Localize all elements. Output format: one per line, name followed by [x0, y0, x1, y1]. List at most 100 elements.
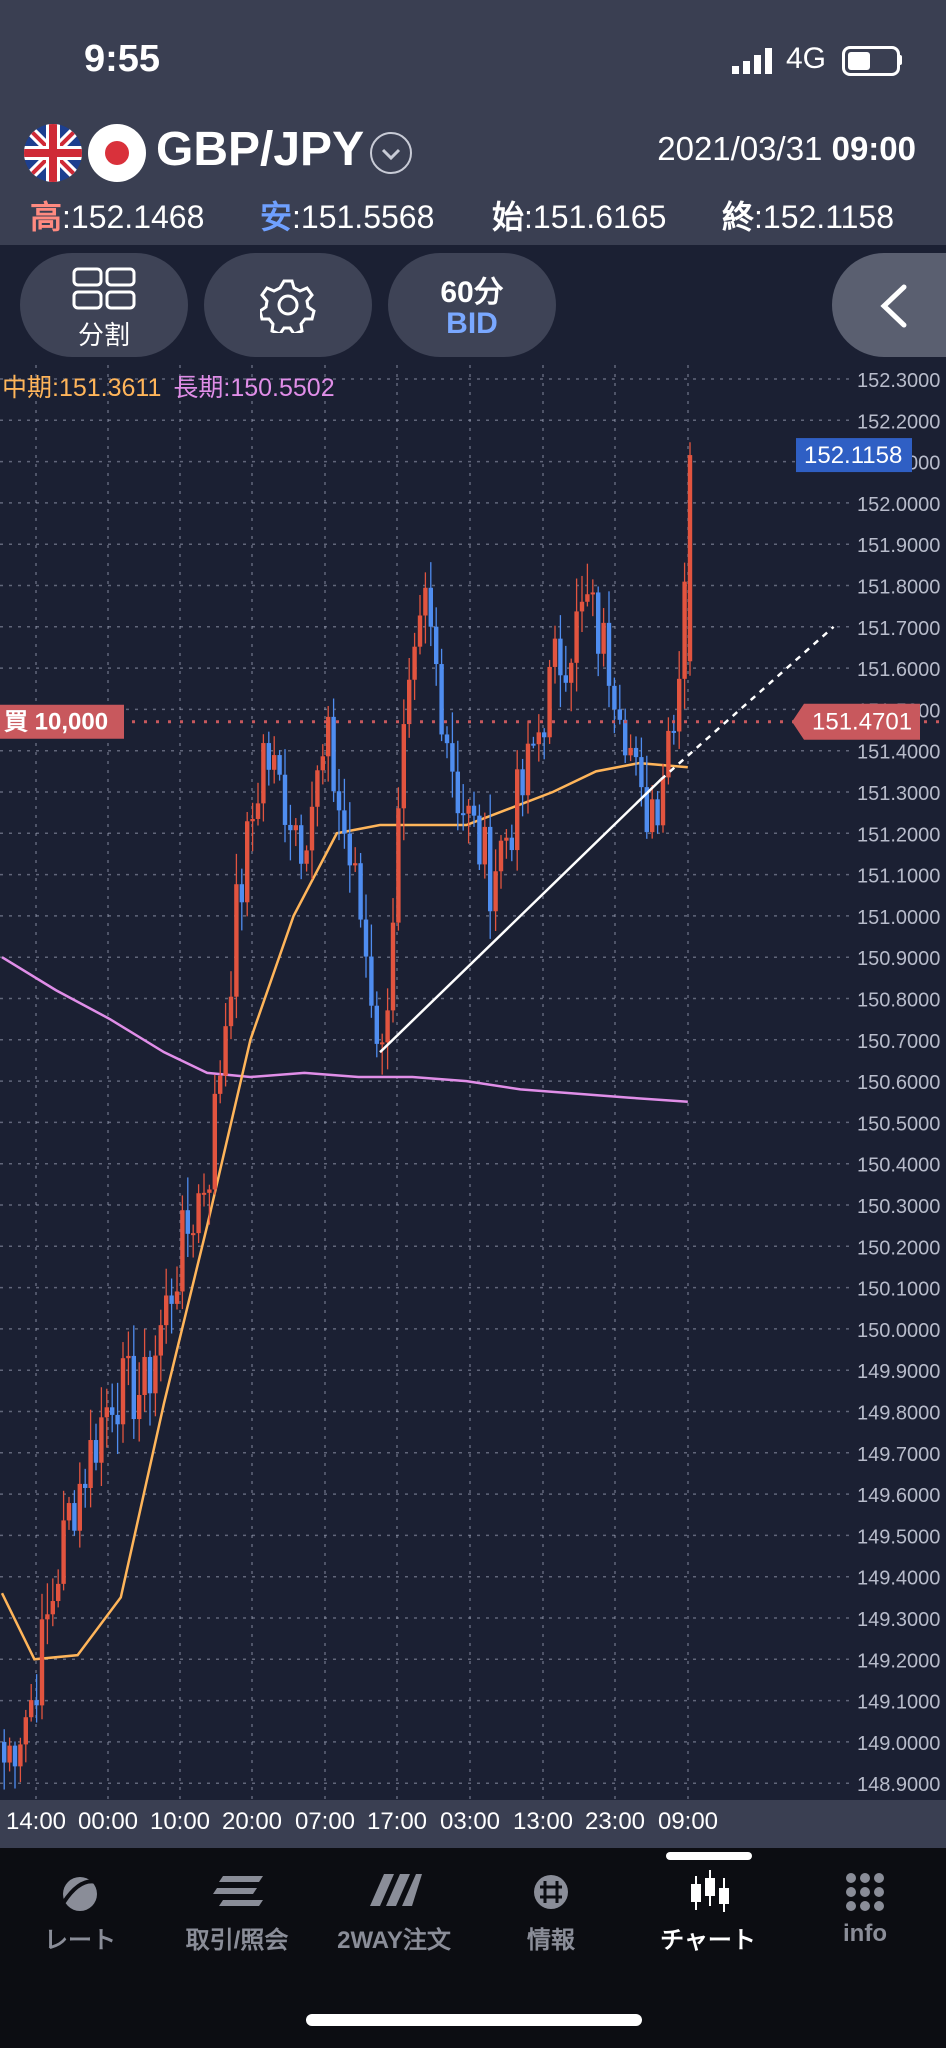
candle-body	[650, 799, 655, 833]
candle-body	[444, 734, 450, 744]
split-view-button[interactable]: 分割	[20, 253, 188, 357]
candle-body	[477, 815, 482, 865]
candle-body	[126, 1355, 131, 1359]
position-price: 151.4701	[812, 709, 912, 736]
candle-body	[115, 1414, 120, 1425]
candle-body	[547, 666, 552, 738]
x-tick-label: 20:00	[221, 1808, 283, 1835]
candle-body	[180, 1210, 185, 1292]
chevron-down-icon[interactable]	[370, 132, 412, 174]
collapse-panel-button[interactable]	[832, 253, 946, 357]
nav-rate-label: レート	[44, 1927, 116, 1954]
japan-flag-icon	[88, 124, 146, 182]
y-tick-label: 148.9000	[857, 1774, 940, 1796]
candle-body	[380, 1042, 385, 1045]
candle-body	[29, 1700, 34, 1718]
candle-body	[250, 818, 255, 822]
rate-icon	[62, 1877, 97, 1911]
y-tick-label: 149.1000	[857, 1692, 940, 1714]
candle-body	[228, 996, 234, 1027]
candle-body	[488, 826, 493, 912]
candle-body	[439, 664, 444, 735]
candle-body	[606, 622, 612, 686]
candle-body	[385, 1010, 390, 1043]
candle-body	[563, 675, 568, 683]
candle-body	[223, 1026, 228, 1076]
x-tick-label: 17:00	[366, 1808, 428, 1835]
candle-body	[93, 1440, 99, 1463]
candle-body	[261, 743, 266, 804]
candle-body	[239, 884, 244, 903]
candle-body	[666, 730, 671, 778]
ohlc-open: 始:151.6165	[492, 199, 667, 235]
candle-body	[234, 884, 239, 997]
candle-body	[428, 587, 433, 627]
y-tick-label: 150.3000	[857, 1196, 940, 1218]
trendline-extension	[659, 625, 835, 781]
candle-body	[18, 1744, 23, 1767]
candle-body	[482, 826, 487, 865]
candle-body	[142, 1356, 147, 1395]
battery-tip	[898, 55, 902, 65]
nav-info-label: 情報	[527, 1927, 575, 1954]
y-tick-label: 149.0000	[857, 1733, 940, 1755]
candle-body	[158, 1325, 163, 1356]
candle-body	[45, 1614, 50, 1620]
candle-body	[574, 611, 579, 663]
candle-body	[61, 1520, 66, 1584]
candle-body	[585, 594, 590, 602]
candle-body	[164, 1295, 169, 1326]
nav-chart-label: チャート	[660, 1927, 756, 1954]
candle-body	[671, 730, 676, 733]
candle-body	[660, 777, 666, 826]
grid-icon	[846, 1873, 884, 1911]
x-tick-label: 23:00	[584, 1808, 646, 1835]
price-chart[interactable]: 152.3000152.2000152.1000152.0000151.9000…	[0, 365, 946, 1800]
interval-label: 60分	[440, 276, 504, 309]
split-grid-icon	[72, 267, 136, 310]
candle-body	[520, 769, 525, 796]
home-indicator	[306, 2014, 642, 2026]
y-tick-label: 151.6000	[857, 659, 940, 681]
candle-body	[169, 1295, 174, 1304]
candle-body	[336, 791, 342, 811]
y-tick-label: 149.4000	[857, 1568, 940, 1590]
settings-button[interactable]	[204, 253, 372, 357]
candle-body	[2, 1741, 7, 1763]
currency-pair[interactable]: GBP/JPY	[156, 123, 365, 176]
candle-body	[342, 810, 347, 834]
candle-body	[531, 743, 536, 746]
candle-body	[687, 455, 693, 662]
candle-body	[471, 805, 477, 816]
candle-body	[601, 622, 606, 654]
y-tick-label: 149.6000	[857, 1485, 940, 1507]
candle-body	[374, 1005, 379, 1044]
chart-icon	[691, 1870, 729, 1912]
y-tick-label: 149.9000	[857, 1361, 940, 1383]
y-tick-label: 151.4000	[857, 742, 940, 764]
candle-body	[677, 678, 682, 732]
trendline[interactable]	[379, 778, 662, 1054]
candle-body	[23, 1717, 28, 1745]
candle-body	[504, 837, 509, 841]
x-tick-label: 03:00	[439, 1808, 501, 1835]
y-tick-label: 150.8000	[857, 990, 940, 1012]
long-ma-line	[1, 956, 688, 1103]
position-tag[interactable]: 買 10,000	[0, 704, 124, 739]
y-tick-label: 152.2000	[857, 411, 940, 433]
candle-body	[77, 1483, 82, 1531]
header	[0, 110, 946, 245]
candle-body	[363, 919, 369, 957]
candle-body	[390, 922, 396, 1011]
y-tick-label: 150.6000	[857, 1072, 940, 1094]
candle-body	[147, 1356, 153, 1394]
x-tick-label: 07:00	[294, 1808, 356, 1835]
x-tick-label: 09:00	[657, 1808, 719, 1835]
candle-body	[331, 716, 336, 792]
y-tick-label: 150.4000	[857, 1155, 940, 1177]
candle-body	[50, 1601, 55, 1615]
interval-button[interactable]: 60分 BID	[388, 253, 556, 357]
candle-body	[56, 1583, 61, 1602]
current-price: 152.1158	[804, 442, 902, 469]
candle-body	[596, 592, 601, 654]
